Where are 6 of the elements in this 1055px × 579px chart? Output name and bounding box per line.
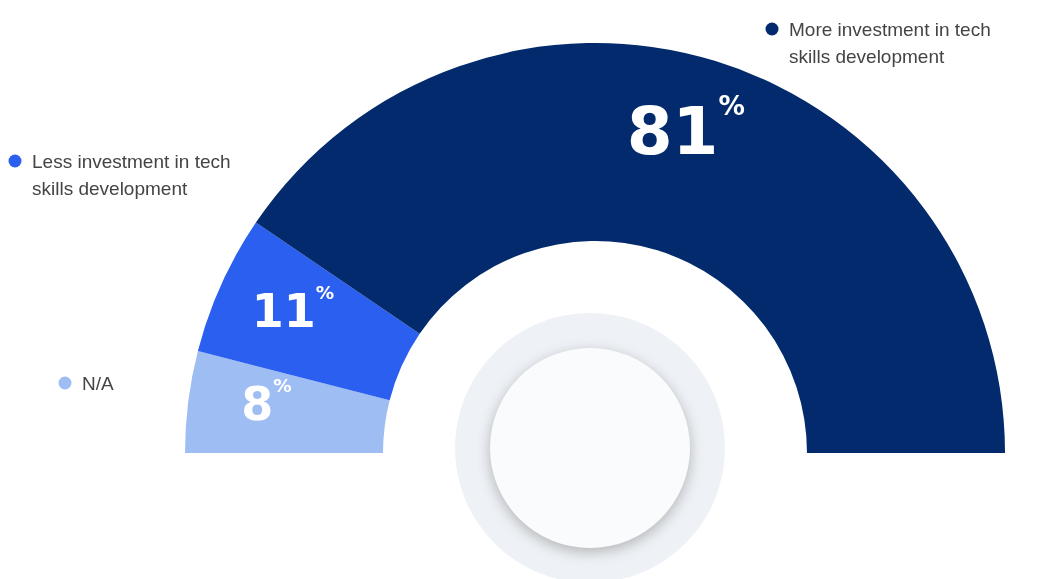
legend-label: N/A xyxy=(82,372,114,396)
legend-label: Less investment in tech skills development xyxy=(32,150,232,201)
data-label: 11$^{%}$ xyxy=(251,282,335,338)
data-label: 81$^{%}$ xyxy=(626,90,746,171)
data-label: 8$^{%}$ xyxy=(241,375,292,431)
legend-label: More investment in tech skills development xyxy=(789,18,992,69)
